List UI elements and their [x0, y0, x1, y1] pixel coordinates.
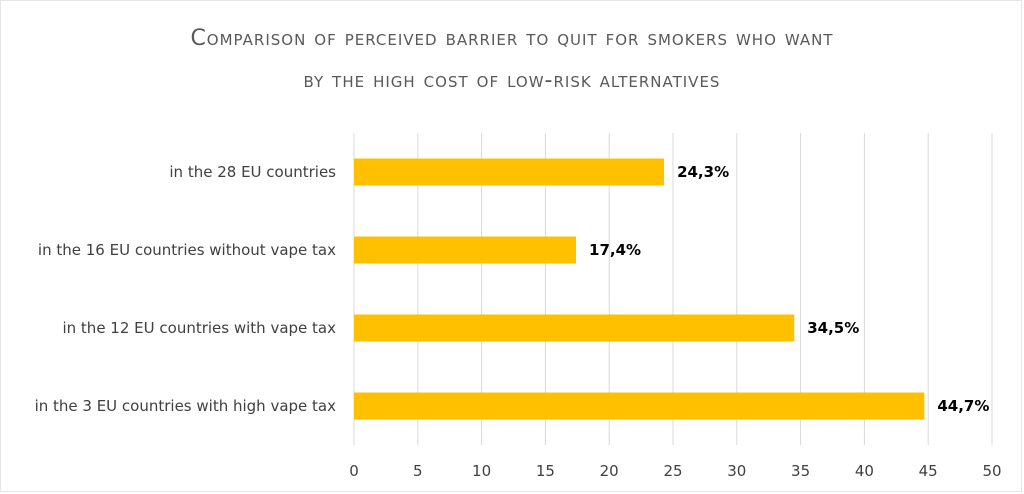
x-tick-label: 20 [600, 462, 619, 480]
x-tick-label: 25 [663, 462, 682, 480]
data-label: 44,7% [937, 397, 989, 415]
bar [354, 158, 665, 186]
bar [354, 236, 577, 264]
data-label: 24,3% [677, 163, 729, 181]
bar [354, 392, 925, 420]
x-tick-label: 15 [536, 462, 555, 480]
bar [354, 314, 795, 342]
data-label: 17,4% [589, 241, 641, 259]
category-label: in the 12 EU countries with vape tax [62, 319, 336, 337]
data-labels: 24,3% 17,4% 34,5% 44,7% [589, 163, 989, 415]
x-tick-label: 35 [791, 462, 810, 480]
x-axis-tick-labels: 0 5 10 15 20 25 30 35 40 45 50 [349, 462, 1001, 480]
x-tick-label: 45 [919, 462, 938, 480]
data-label: 34,5% [807, 319, 859, 337]
category-label: in the 28 EU countries [169, 163, 336, 181]
category-labels: in the 28 EU countries in the 16 EU count… [35, 163, 337, 415]
x-tick-label: 5 [413, 462, 423, 480]
chart-title: Comparison of perceived barrier to quit … [190, 26, 834, 51]
x-tick-label: 10 [472, 462, 491, 480]
category-label: in the 3 EU countries with high vape tax [35, 397, 337, 415]
x-tick-label: 40 [855, 462, 874, 480]
x-tick-label: 0 [349, 462, 359, 480]
chart-subtitle: by the high cost of low-risk alternative… [303, 68, 721, 93]
x-tick-label: 50 [982, 462, 1001, 480]
category-label: in the 16 EU countries without vape tax [38, 241, 336, 259]
x-tick-label: 30 [727, 462, 746, 480]
bars [354, 158, 925, 420]
